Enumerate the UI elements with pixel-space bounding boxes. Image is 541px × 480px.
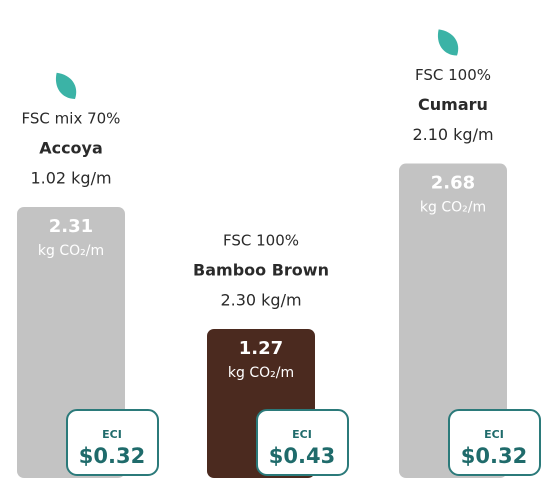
weight: 2.30 kg/m — [220, 290, 301, 309]
bar-unit: kg CO₂/m — [228, 365, 294, 381]
eci-price: $0.43 — [269, 444, 335, 468]
bar-value: 2.68 — [431, 173, 475, 194]
bar-unit: kg CO₂/m — [420, 200, 486, 216]
eci-box — [66, 409, 159, 476]
leaf-icon — [437, 29, 459, 56]
eci-label: ECI — [292, 428, 312, 441]
weight: 2.10 kg/m — [412, 125, 493, 144]
bar-unit: kg CO₂/m — [38, 243, 104, 259]
weight: 1.02 kg/m — [30, 168, 111, 187]
eci-label: ECI — [484, 428, 504, 441]
leaf-icon — [55, 72, 77, 99]
eci-box — [448, 409, 541, 476]
eci-price: $0.32 — [461, 444, 527, 468]
bar — [399, 163, 507, 478]
product-name: Bamboo Brown — [193, 260, 329, 279]
bar-value: 1.27 — [239, 338, 283, 359]
certification: FSC 100% — [415, 66, 491, 84]
product-name: Accoya — [39, 138, 103, 157]
eci-box — [256, 409, 349, 476]
bar-value: 2.31 — [49, 216, 93, 237]
eci-price: $0.32 — [79, 444, 145, 468]
product-name: Cumaru — [418, 95, 488, 114]
certification: FSC mix 70% — [22, 109, 121, 127]
certification: FSC 100% — [223, 231, 299, 249]
eci-label: ECI — [102, 428, 122, 441]
